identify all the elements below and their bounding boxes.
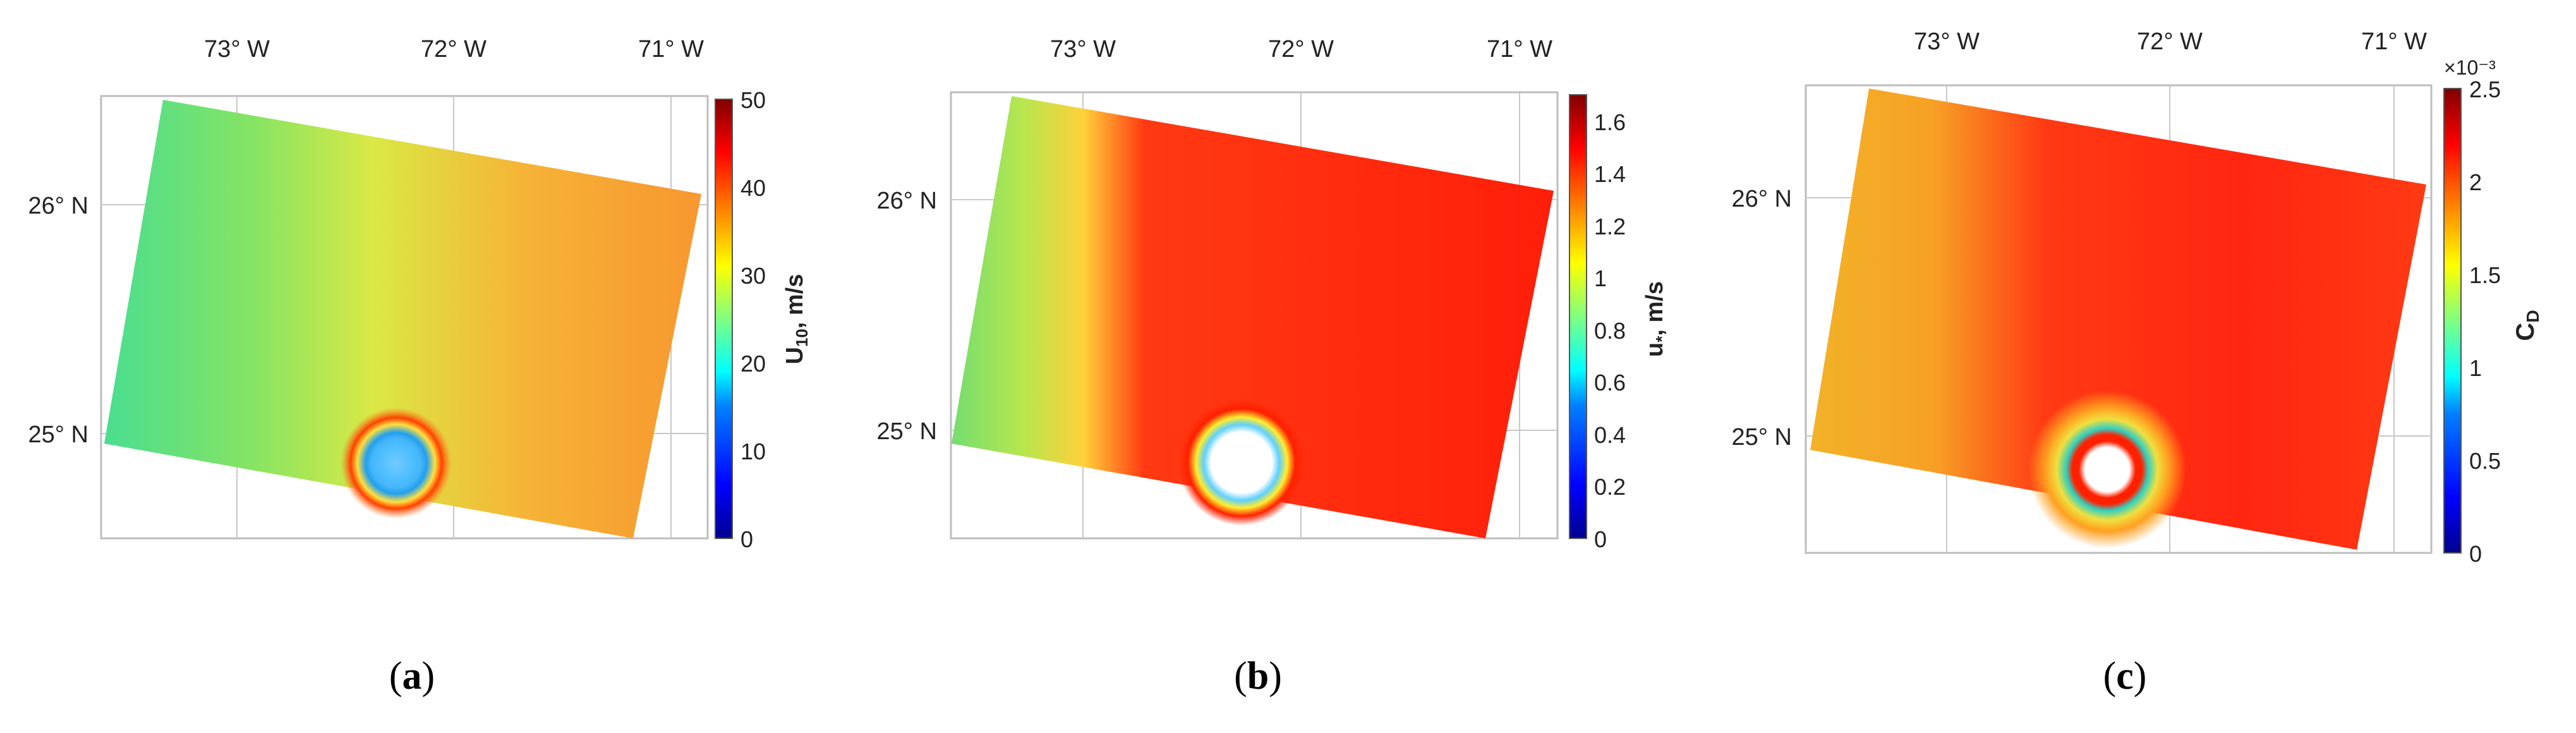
colorbar-tick: 1.6 <box>1594 109 1626 135</box>
colorbar-tick: 40 <box>741 175 766 201</box>
colorbar-label-main: u <box>1642 342 1668 357</box>
colorbar-tick: 0.6 <box>1594 370 1626 396</box>
colorbar-tick: 0.8 <box>1594 318 1626 344</box>
colorbar-tick: 20 <box>741 351 766 377</box>
panel-b-plot: 73° W 72° W 71° W 26° N 25° N 0 0.2 0.4 … <box>877 36 1671 552</box>
colorbar-tick: 0 <box>2469 541 2482 567</box>
colorbar <box>2443 88 2462 554</box>
panel-caption: (a) <box>389 655 435 698</box>
caption-letter: c <box>2116 655 2134 698</box>
lon-tick-71w: 71° W <box>2361 28 2427 55</box>
colorbar <box>715 99 733 539</box>
colorbar-ticks: 0 0.5 1 1.5 2 2.5 <box>2469 76 2501 567</box>
lat-tick-25n: 25° N <box>1732 424 1792 451</box>
colorbar-tick: 0 <box>1594 526 1607 552</box>
hurricane-eye-core <box>372 439 420 487</box>
lon-tick-73w: 73° W <box>1050 36 1116 63</box>
colorbar-ticks: 0 10 20 30 40 50 <box>741 87 766 552</box>
lat-tick-26n: 26° N <box>877 188 937 214</box>
colorbar-exponent: ×10⁻³ <box>2444 56 2496 79</box>
lon-tick-73w: 73° W <box>1914 28 1980 55</box>
wind-field-swath <box>104 100 701 538</box>
colorbar-ticks: 0 0.2 0.4 0.6 0.8 1 1.2 1.4 1.6 <box>1594 109 1626 552</box>
colorbar-tick: 0.5 <box>2469 448 2501 474</box>
lon-tick-72w: 72° W <box>421 36 487 63</box>
colorbar-label: U10, m/s <box>782 274 811 365</box>
colorbar <box>1569 94 1587 539</box>
colorbar-tick: 0.4 <box>1594 422 1626 448</box>
lon-tick-72w: 72° W <box>1268 36 1334 63</box>
lon-tick-71w: 71° W <box>1487 36 1552 63</box>
colorbar-tick: 10 <box>741 439 766 464</box>
lat-tick-26n: 26° N <box>1732 186 1792 212</box>
colorbar-tick: 1 <box>1594 265 1607 291</box>
colorbar-tick: 0 <box>741 526 753 552</box>
swath-texture <box>104 100 701 538</box>
colorbar-label-sub: * <box>1652 336 1671 342</box>
lon-tick-73w: 73° W <box>204 36 270 63</box>
friction-velocity-swath <box>952 96 1554 538</box>
colorbar-tick: 1 <box>2469 355 2482 381</box>
colorbar-label: CD <box>2512 310 2543 341</box>
drag-coefficient-swath <box>1810 88 2426 550</box>
colorbar-tick: 1.4 <box>1594 161 1626 187</box>
colorbar-tick: 2 <box>2469 169 2482 195</box>
lat-tick-25n: 25° N <box>877 418 937 445</box>
panel-a: 73° W 72° W 71° W 26° N 25° N 0 10 20 30… <box>0 0 859 733</box>
panel-c: 73° W 72° W 71° W 26° N 25° N ×10⁻³ 0 0.… <box>1717 0 2576 733</box>
hurricane-eye <box>2028 391 2186 548</box>
panel-caption: (c) <box>2103 655 2147 698</box>
lon-tick-72w: 72° W <box>2137 28 2203 55</box>
hurricane-eye <box>1178 399 1305 526</box>
lat-tick-25n: 25° N <box>28 421 88 448</box>
panel-caption: (b) <box>1234 655 1282 698</box>
colorbar-label-rest: , m/s <box>1642 281 1668 336</box>
colorbar-label-main: U <box>782 347 808 364</box>
colorbar-label-main: C <box>2512 323 2539 341</box>
colorbar-tick: 2.5 <box>2469 76 2501 102</box>
colorbar-label: u*, m/s <box>1642 281 1671 357</box>
colorbar-label-sub: D <box>2523 310 2543 322</box>
panel-b: 73° W 72° W 71° W 26° N 25° N 0 0.2 0.4 … <box>859 0 1717 733</box>
colorbar-tick: 50 <box>741 87 766 113</box>
panel-a-plot: 73° W 72° W 71° W 26° N 25° N 0 10 20 30… <box>28 36 811 552</box>
caption-letter: b <box>1247 655 1269 698</box>
colorbar-tick: 1.2 <box>1594 214 1626 239</box>
lat-tick-26n: 26° N <box>28 193 88 219</box>
colorbar-label-rest: , m/s <box>782 274 808 329</box>
caption-letter: a <box>402 655 422 698</box>
colorbar-tick: 1.5 <box>2469 262 2501 288</box>
colorbar-label-sub: 10 <box>792 329 811 347</box>
colorbar-tick: 0.2 <box>1594 474 1626 500</box>
colorbar-tick: 30 <box>741 263 766 289</box>
lon-tick-71w: 71° W <box>638 36 704 63</box>
panel-c-plot: 73° W 72° W 71° W 26° N 25° N ×10⁻³ 0 0.… <box>1732 28 2543 567</box>
